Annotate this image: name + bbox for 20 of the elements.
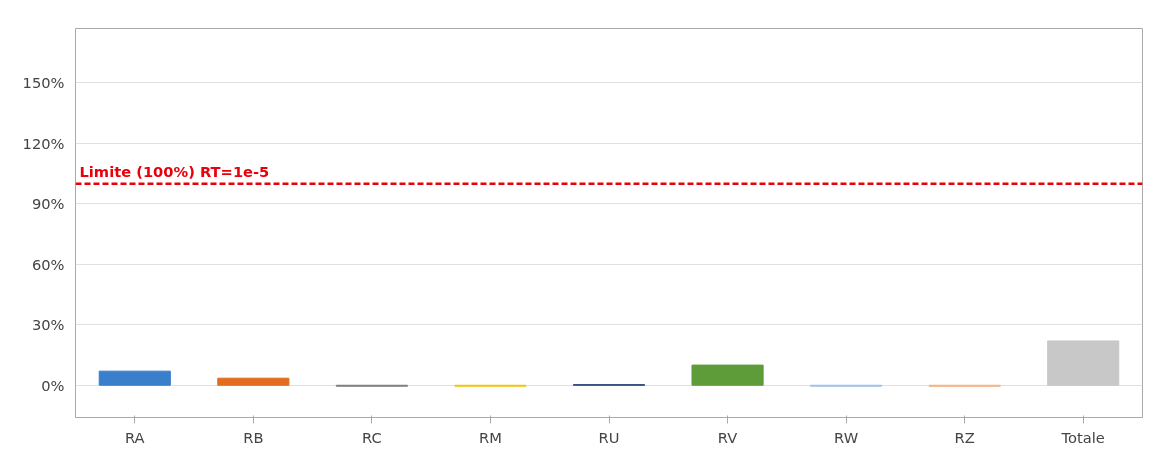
x-tick-label: RU (598, 428, 620, 446)
x-tick-label: RM (479, 428, 502, 446)
y-tick-label: 30% (31, 316, 65, 334)
x-tick-label: RA (124, 428, 145, 446)
bar (1047, 340, 1120, 386)
y-tick-label: 120% (22, 134, 65, 152)
x-tick-label: RC (362, 428, 382, 446)
bar (217, 377, 290, 386)
bar (691, 364, 764, 386)
bar (98, 370, 171, 386)
x-tick-label: RZ (954, 428, 975, 446)
y-tick-label: 60% (31, 255, 65, 273)
y-tick-label: 0% (41, 376, 65, 394)
x-tick-label: Totale (1060, 428, 1105, 446)
x-tick-label: RB (243, 428, 264, 446)
ref-line-label: Limite (100%) RT=1e-5 (79, 162, 270, 180)
x-tick-label: RV (717, 428, 738, 446)
y-tick-label: 150% (22, 74, 65, 92)
y-tick-label: 90% (31, 195, 65, 213)
x-tick-label: RW (834, 428, 859, 446)
